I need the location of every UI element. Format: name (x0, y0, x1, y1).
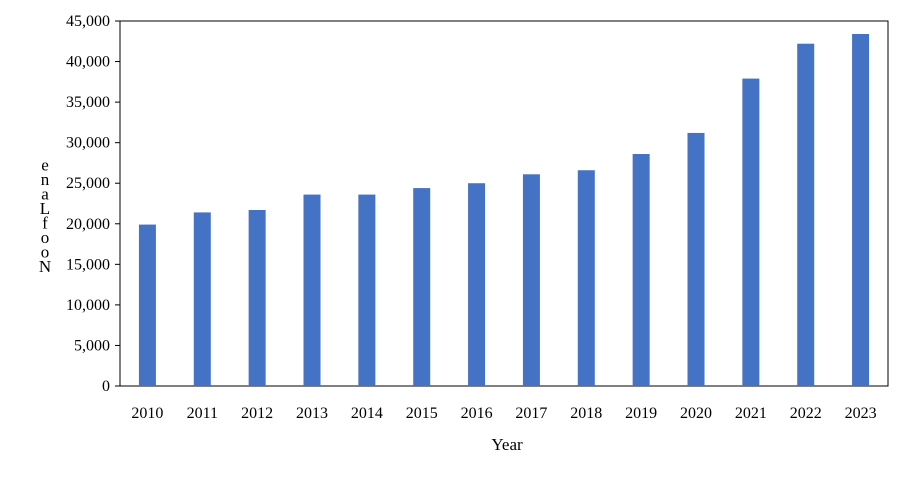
x-axis-title: Year (491, 435, 523, 454)
bars-group (138, 33, 870, 387)
y-axis-title-char: o (41, 228, 50, 247)
plot-area (119, 20, 889, 387)
y-axis-title-char: N (39, 257, 51, 276)
y-tick-label: 25,000 (66, 175, 110, 192)
y-axis-title-char: n (41, 170, 50, 189)
bar-2010 (138, 224, 156, 386)
bar-2015 (413, 188, 431, 386)
bar-2016 (468, 183, 486, 386)
plot-border (119, 20, 889, 387)
y-tick-label: 30,000 (66, 135, 110, 152)
bar-2012 (248, 209, 266, 386)
x-tick-label-2010: 2010 (131, 405, 163, 422)
x-tick-label-2020: 2020 (680, 405, 712, 422)
y-axis-title-char: L (40, 199, 50, 218)
x-tick-label-2023: 2023 (845, 405, 877, 422)
bar-2022 (797, 43, 815, 387)
y-tick-label: 40,000 (66, 54, 110, 71)
y-tick-label: 45,000 (66, 13, 110, 30)
x-tick-label-2016: 2016 (461, 405, 493, 422)
bar-2023 (852, 33, 870, 386)
x-tick-label-2018: 2018 (570, 405, 602, 422)
x-axis: 2010 2011 2012 2013 2014 2015 2016 2017 2018 2019… (131, 405, 876, 422)
x-tick-label-2022: 2022 (790, 405, 822, 422)
x-tick-label-2014: 2014 (351, 405, 383, 422)
y-axis-title-char: f (42, 214, 48, 233)
y-tick-label: 10,000 (66, 297, 110, 314)
bar-2018 (577, 170, 595, 386)
y-axis-title-char: e (41, 156, 49, 175)
bar-2020 (687, 132, 705, 386)
bar-2014 (358, 194, 376, 386)
y-tick-label: 15,000 (66, 256, 110, 273)
x-tick-label-2011: 2011 (187, 405, 218, 422)
y-tick-label: 0 (102, 378, 110, 395)
x-tick-label-2019: 2019 (625, 405, 657, 422)
bar-2021 (742, 78, 760, 386)
bar-2019 (632, 154, 650, 386)
y-tick-label: 20,000 (66, 216, 110, 233)
x-tick-label-2013: 2013 (296, 405, 328, 422)
y-tick-label: 5,000 (74, 337, 110, 354)
y-axis-title-char: o (41, 243, 50, 262)
y-axis: 0 5,000 10,000 15,000 20,000 25,000 30,000 35,0… (66, 13, 120, 395)
x-tick-label-2021: 2021 (735, 405, 767, 422)
bar-2017 (522, 174, 540, 386)
x-tick-label-2017: 2017 (515, 405, 547, 422)
bar-2011 (193, 212, 211, 386)
x-tick-label-2015: 2015 (406, 405, 438, 422)
bar-2013 (303, 194, 321, 386)
x-tick-label-2012: 2012 (241, 405, 273, 422)
y-axis-title-char: a (41, 185, 49, 204)
y-tick-label: 35,000 (66, 94, 110, 111)
